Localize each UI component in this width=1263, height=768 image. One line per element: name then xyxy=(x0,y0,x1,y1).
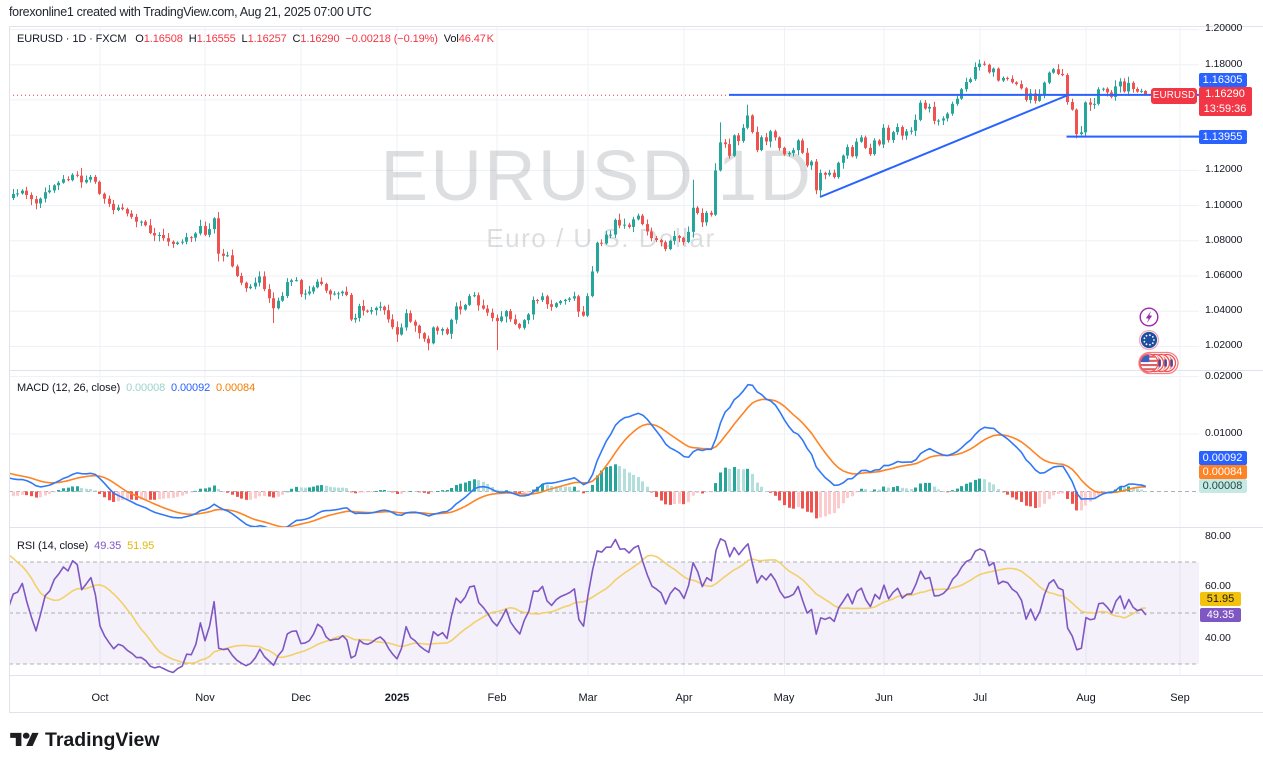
svg-text:Euro / U.S. Dollar: Euro / U.S. Dollar xyxy=(486,223,715,253)
svg-text:EURUSD 1D: EURUSD 1D xyxy=(381,137,814,216)
svg-text:TradingView: TradingView xyxy=(45,729,160,751)
